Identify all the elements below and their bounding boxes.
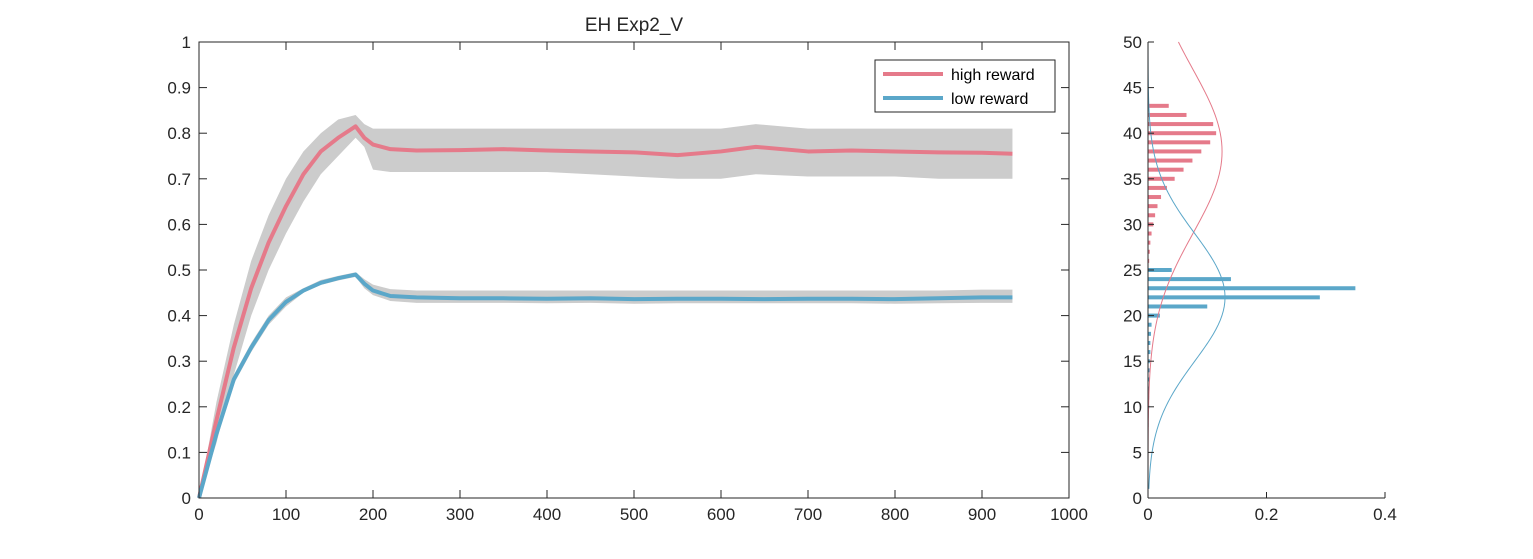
x-tick-label: 100 xyxy=(272,505,300,524)
hist-bar-series-0 xyxy=(1148,131,1217,136)
side-y-tick-label: 35 xyxy=(1123,170,1142,189)
main-lines xyxy=(197,124,1013,499)
hist-bar-series-0 xyxy=(1148,140,1211,145)
hist-bar-series-0 xyxy=(1148,240,1151,245)
chart-title: EH Exp2_V xyxy=(585,15,684,36)
hist-bar-series-0 xyxy=(1148,185,1167,190)
hist-bar-series-1 xyxy=(1148,350,1151,355)
hist-bar-series-0 xyxy=(1148,122,1214,127)
hist-bar-series-0 xyxy=(1148,204,1158,209)
line-series-1 xyxy=(197,272,1013,499)
x-tick-label: 900 xyxy=(968,505,996,524)
main-plot-area xyxy=(199,42,1069,498)
side-x-tick-label: 0.2 xyxy=(1255,505,1279,524)
hist-bar-series-0 xyxy=(1148,103,1169,108)
hist-bar-series-0 xyxy=(1148,149,1202,154)
y-tick-label: 0.4 xyxy=(167,307,191,326)
side-x-tick-label: 0.4 xyxy=(1373,505,1397,524)
hist-bar-series-0 xyxy=(1148,213,1156,218)
side-y-tick-label: 5 xyxy=(1133,443,1142,462)
y-tick-label: 0.8 xyxy=(167,124,191,143)
side-histogram-chart: 0 0.2 0.4 0 5 10 15 20 25 30 35 40 45 50 xyxy=(1123,33,1397,524)
hist-bar-series-1 xyxy=(1148,304,1208,309)
y-tick-label: 0 xyxy=(182,489,191,508)
line-series-0 xyxy=(197,124,1013,499)
hist-bar-series-1 xyxy=(1148,277,1231,282)
side-y-tick-label: 45 xyxy=(1123,79,1142,98)
hist-bar-series-1 xyxy=(1148,386,1150,391)
side-y-tick-label: 25 xyxy=(1123,261,1142,280)
side-x-tick-label: 0 xyxy=(1143,505,1152,524)
hist-bar-series-1 xyxy=(1148,268,1172,272)
hist-bar-series-0 xyxy=(1148,231,1152,236)
y-tick-label: 0.5 xyxy=(167,261,191,280)
legend: high reward low reward xyxy=(874,59,1056,113)
y-tick-label: 0.3 xyxy=(167,352,191,371)
side-y-tick-label: 10 xyxy=(1123,398,1142,417)
hist-bar-series-1 xyxy=(1148,331,1151,336)
main-chart: 0 100 200 300 400 500 600 700 800 900 1000 0 0.1 0.2… xyxy=(167,15,1088,524)
x-tick-label: 500 xyxy=(620,505,648,524)
hist-bar-series-1 xyxy=(1148,295,1320,300)
hist-bar-series-0 xyxy=(1148,249,1150,254)
x-tick-label: 800 xyxy=(881,505,909,524)
side-y-tick-label: 40 xyxy=(1123,124,1142,143)
x-tick-label: 0 xyxy=(194,505,203,524)
hist-bar-series-0 xyxy=(1148,195,1162,200)
legend-box xyxy=(874,59,1056,113)
main-x-axis: 0 100 200 300 400 500 600 700 800 900 1000 xyxy=(194,42,1088,524)
hist-bar-series-0 xyxy=(1148,167,1184,172)
hist-bar-series-1 xyxy=(1148,368,1150,373)
side-y-tick-label: 15 xyxy=(1123,352,1142,371)
y-tick-label: 0.2 xyxy=(167,398,191,417)
y-tick-label: 0.6 xyxy=(167,215,191,234)
y-tick-label: 0.1 xyxy=(167,443,191,462)
y-tick-label: 1 xyxy=(182,33,191,52)
fit-curve-1 xyxy=(1147,41,1226,489)
x-tick-label: 400 xyxy=(533,505,561,524)
hist-bar-series-1 xyxy=(1148,340,1151,345)
hist-bar-series-1 xyxy=(1148,322,1152,327)
side-x-axis: 0 0.2 0.4 xyxy=(1143,492,1397,524)
legend-label-low-reward: low reward xyxy=(951,91,1028,108)
hist-bar-series-1 xyxy=(1148,286,1356,291)
side-y-tick-label: 50 xyxy=(1123,33,1142,52)
legend-label-high-reward: high reward xyxy=(951,67,1035,84)
y-tick-label: 0.7 xyxy=(167,170,191,189)
x-tick-label: 600 xyxy=(707,505,735,524)
y-tick-label: 0.9 xyxy=(167,79,191,98)
hist-bar-series-1 xyxy=(1148,377,1150,382)
x-tick-label: 1000 xyxy=(1050,505,1088,524)
x-tick-label: 700 xyxy=(794,505,822,524)
side-bars xyxy=(1148,103,1356,428)
side-y-tick-label: 20 xyxy=(1123,307,1142,326)
main-y-axis: 0 0.1 0.2 0.3 0.4 0.5 0.6 0.7 0.8 0.9 1 xyxy=(167,33,1069,508)
hist-bar-series-0 xyxy=(1148,112,1187,117)
hist-bar-series-0 xyxy=(1148,158,1193,163)
band-series-1 xyxy=(199,272,1013,498)
x-tick-label: 200 xyxy=(359,505,387,524)
side-y-tick-label: 30 xyxy=(1123,215,1142,234)
side-y-tick-label: 0 xyxy=(1133,489,1142,508)
x-tick-label: 300 xyxy=(446,505,474,524)
hist-bar-series-0 xyxy=(1148,258,1150,263)
side-y-axis: 0 5 10 15 20 25 30 35 40 45 50 xyxy=(1123,33,1154,508)
